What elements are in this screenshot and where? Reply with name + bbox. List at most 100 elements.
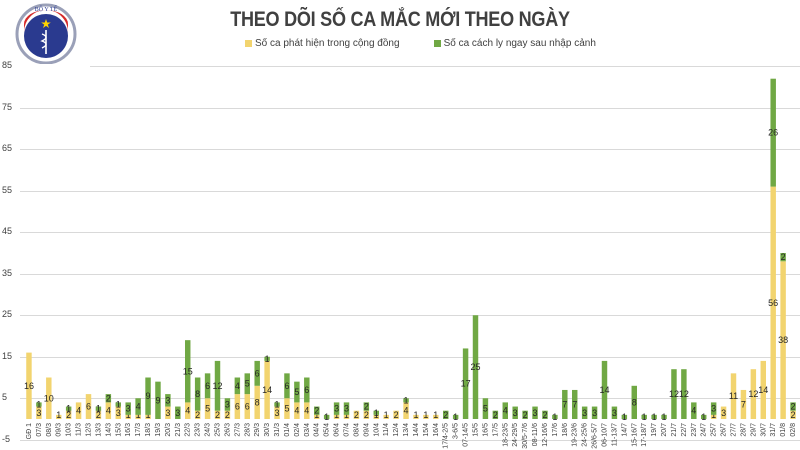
- bar-group: 22 09/4: [363, 402, 370, 437]
- bar-group: 5 6 01/4: [284, 373, 291, 437]
- bar-imported: [671, 369, 677, 419]
- bar-group: 5 16/5: [482, 398, 489, 437]
- bar-community: [264, 360, 270, 419]
- x-tick-label: 24-25/6: [582, 423, 589, 447]
- bar-group: 7 19-23/6: [572, 389, 579, 447]
- bar-group: 117-18/7: [641, 412, 648, 447]
- x-tick-label: 22/7: [681, 423, 688, 437]
- y-tick-label: 85: [2, 60, 13, 71]
- x-tick-label: 19/3: [155, 423, 162, 437]
- bar-community: [314, 414, 320, 419]
- value-label: 7: [741, 399, 746, 409]
- x-tick-label: 17-18/7: [641, 423, 648, 447]
- value-label: 2: [215, 410, 220, 420]
- bar-group: 14 17/3: [135, 398, 142, 437]
- value-label: 1: [66, 404, 71, 414]
- value-label: 5: [205, 404, 210, 414]
- value-label: 3: [36, 408, 41, 418]
- x-tick-label: 21/7: [671, 423, 678, 437]
- bar-imported: [651, 414, 657, 419]
- bar-group: 120/7: [661, 412, 668, 437]
- gridline: [20, 439, 800, 441]
- gridline: [20, 356, 800, 358]
- value-label: 4: [404, 406, 409, 416]
- legend-item-community: Số ca phát hiện trong cộng đồng: [245, 38, 400, 49]
- value-label: 2: [96, 410, 101, 420]
- bar-imported: [492, 410, 499, 419]
- bar-imported: [105, 394, 112, 403]
- x-tick-label: 31/3: [274, 423, 281, 437]
- bar-group: 12 04/4: [314, 406, 321, 437]
- y-tick-label: 35: [2, 267, 13, 278]
- bar-group: 2 30/5-7/6: [522, 410, 529, 449]
- bar-group: 4 18-23/5: [502, 402, 509, 447]
- x-tick-label: 27/7: [731, 423, 738, 437]
- x-tick-label: 19/7: [651, 423, 658, 437]
- value-label: 2: [225, 410, 230, 420]
- bar-group: 13 25/7: [711, 402, 718, 437]
- bar-group: 3 24-29/5: [512, 406, 519, 447]
- bar-imported: [304, 377, 310, 403]
- value-label: 1: [622, 412, 627, 422]
- bar-community: [750, 369, 757, 419]
- value-label: 12: [679, 389, 689, 399]
- bar-imported: [254, 360, 260, 386]
- value-label: 1: [314, 410, 319, 420]
- bar-imported: [452, 414, 459, 419]
- gridline: [20, 190, 800, 192]
- x-tick-label: 11-13/7: [611, 423, 618, 446]
- legend-label: Số ca phát hiện trong cộng đồng: [255, 38, 400, 49]
- bar-imported: [542, 410, 548, 419]
- x-tick-label: 14/7: [621, 423, 628, 437]
- bar-group: 13 07/4: [344, 402, 351, 437]
- bar-community: [75, 402, 82, 419]
- bar-group: 3 08-11/6: [532, 406, 539, 446]
- bar-community: [165, 406, 171, 419]
- value-label: 7: [572, 399, 577, 409]
- gridline: [20, 149, 800, 151]
- bar-imported: [641, 414, 647, 419]
- x-tick-label: 20/7: [661, 423, 668, 437]
- bar-group: 7 28/7: [740, 389, 747, 437]
- x-tick-label: 06/4: [334, 423, 341, 437]
- value-label: 6: [304, 385, 309, 395]
- y-tick-label: 45: [2, 226, 13, 237]
- bar-imported: [264, 356, 270, 361]
- value-label: 1: [36, 399, 41, 409]
- bar-community: [194, 410, 201, 419]
- bar-group: 3 21/3: [175, 406, 182, 437]
- value-label: 26: [768, 128, 778, 138]
- y-tick-label: 55: [2, 184, 13, 195]
- bar-group: 6 12/3: [86, 394, 93, 437]
- x-tick-label: 06-10/7: [602, 423, 609, 447]
- x-tick-label: 24-29/5: [512, 423, 519, 447]
- value-label: 2: [493, 410, 498, 420]
- bar-imported: [363, 402, 370, 411]
- bar-group: 1 9 18/3: [145, 377, 152, 437]
- bar-imported: [532, 406, 538, 419]
- bar-community: [383, 414, 389, 419]
- x-tick-label: 26/6-5/7: [592, 423, 599, 449]
- value-label: 38: [778, 335, 788, 345]
- bar-imported: [502, 402, 508, 419]
- bar-group: 117/6: [552, 412, 559, 437]
- x-tick-label: 28/7: [740, 423, 747, 437]
- x-tick-label: 18/3: [145, 423, 152, 437]
- value-label: 14: [599, 385, 609, 395]
- x-tick-label: 23/7: [691, 423, 698, 437]
- bar-group: 6 5 28/3: [244, 373, 251, 437]
- value-label: 3: [612, 408, 617, 418]
- bar-group: 3 26/6-5/7: [592, 406, 599, 449]
- legend-swatch-green: [433, 40, 441, 47]
- x-tick-label: 07/3: [36, 423, 43, 437]
- bar-imported: [621, 414, 628, 419]
- bar-community: [115, 406, 121, 419]
- bar-group: 2 8 23/3: [194, 377, 202, 437]
- value-label: 6: [255, 368, 260, 378]
- x-tick-label: 04/4: [314, 423, 321, 437]
- bar-group: 13 16/3: [125, 402, 132, 437]
- value-label: 1: [126, 410, 131, 420]
- bar-group: 14 06-10/7: [599, 360, 610, 447]
- value-label: 4: [503, 406, 508, 416]
- bar-imported: [135, 398, 141, 415]
